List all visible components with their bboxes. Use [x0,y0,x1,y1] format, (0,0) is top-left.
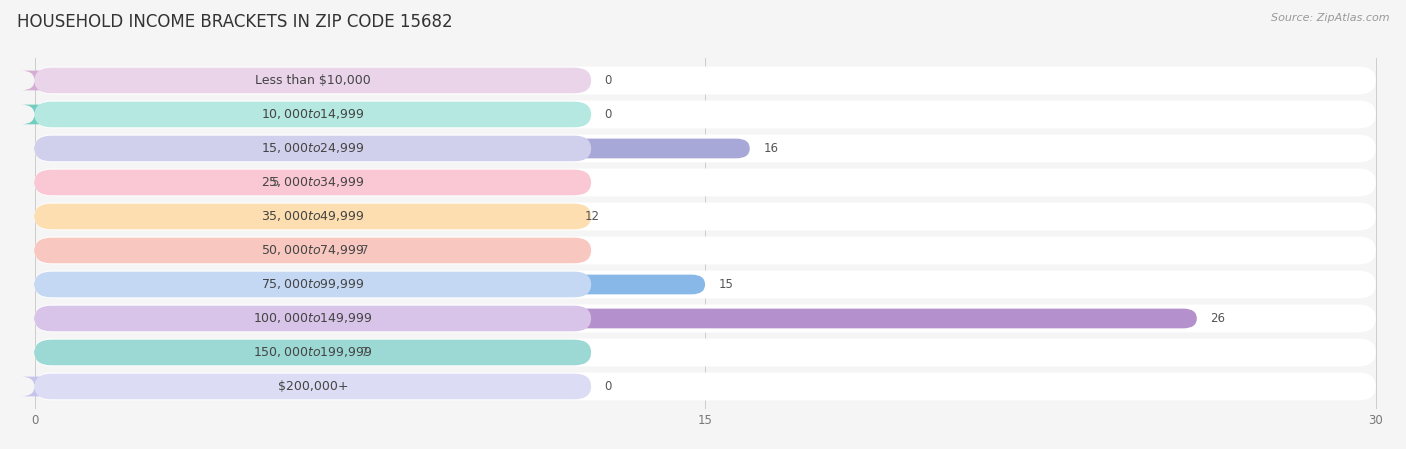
Text: $200,000+: $200,000+ [277,380,349,393]
Text: $15,000 to $24,999: $15,000 to $24,999 [262,141,364,155]
Text: HOUSEHOLD INCOME BRACKETS IN ZIP CODE 15682: HOUSEHOLD INCOME BRACKETS IN ZIP CODE 15… [17,13,453,31]
FancyBboxPatch shape [35,170,591,195]
Text: 0: 0 [605,380,612,393]
Text: 26: 26 [1211,312,1225,325]
FancyBboxPatch shape [21,70,48,90]
Text: $75,000 to $99,999: $75,000 to $99,999 [262,277,364,291]
FancyBboxPatch shape [35,339,1375,366]
FancyBboxPatch shape [35,66,1375,94]
Text: $100,000 to $149,999: $100,000 to $149,999 [253,312,373,326]
Text: $150,000 to $199,999: $150,000 to $199,999 [253,345,373,360]
FancyBboxPatch shape [35,101,1375,128]
FancyBboxPatch shape [35,275,706,295]
FancyBboxPatch shape [35,241,347,260]
FancyBboxPatch shape [35,68,591,93]
Text: $35,000 to $49,999: $35,000 to $49,999 [262,210,364,224]
FancyBboxPatch shape [21,377,48,396]
Text: 16: 16 [763,142,779,155]
FancyBboxPatch shape [35,308,1197,328]
FancyBboxPatch shape [35,101,591,128]
FancyBboxPatch shape [35,373,1375,401]
FancyBboxPatch shape [35,207,571,226]
Text: $10,000 to $14,999: $10,000 to $14,999 [262,107,364,122]
Text: 7: 7 [361,244,368,257]
FancyBboxPatch shape [35,304,1375,332]
Text: Less than $10,000: Less than $10,000 [254,74,371,87]
Text: 5: 5 [271,176,278,189]
Text: 12: 12 [585,210,599,223]
FancyBboxPatch shape [21,105,48,124]
Text: 0: 0 [605,74,612,87]
FancyBboxPatch shape [35,172,259,192]
Text: 15: 15 [718,278,734,291]
Text: 7: 7 [361,346,368,359]
FancyBboxPatch shape [35,139,749,158]
FancyBboxPatch shape [35,237,1375,264]
FancyBboxPatch shape [35,343,347,362]
FancyBboxPatch shape [35,272,591,297]
FancyBboxPatch shape [35,306,591,331]
Text: 0: 0 [605,108,612,121]
FancyBboxPatch shape [35,136,591,161]
FancyBboxPatch shape [35,374,591,399]
FancyBboxPatch shape [35,271,1375,299]
Text: Source: ZipAtlas.com: Source: ZipAtlas.com [1271,13,1389,23]
FancyBboxPatch shape [35,238,591,263]
FancyBboxPatch shape [35,202,1375,230]
Text: $50,000 to $74,999: $50,000 to $74,999 [262,243,364,257]
FancyBboxPatch shape [35,135,1375,163]
Text: $25,000 to $34,999: $25,000 to $34,999 [262,176,364,189]
FancyBboxPatch shape [35,339,591,365]
FancyBboxPatch shape [35,204,591,229]
FancyBboxPatch shape [35,168,1375,196]
